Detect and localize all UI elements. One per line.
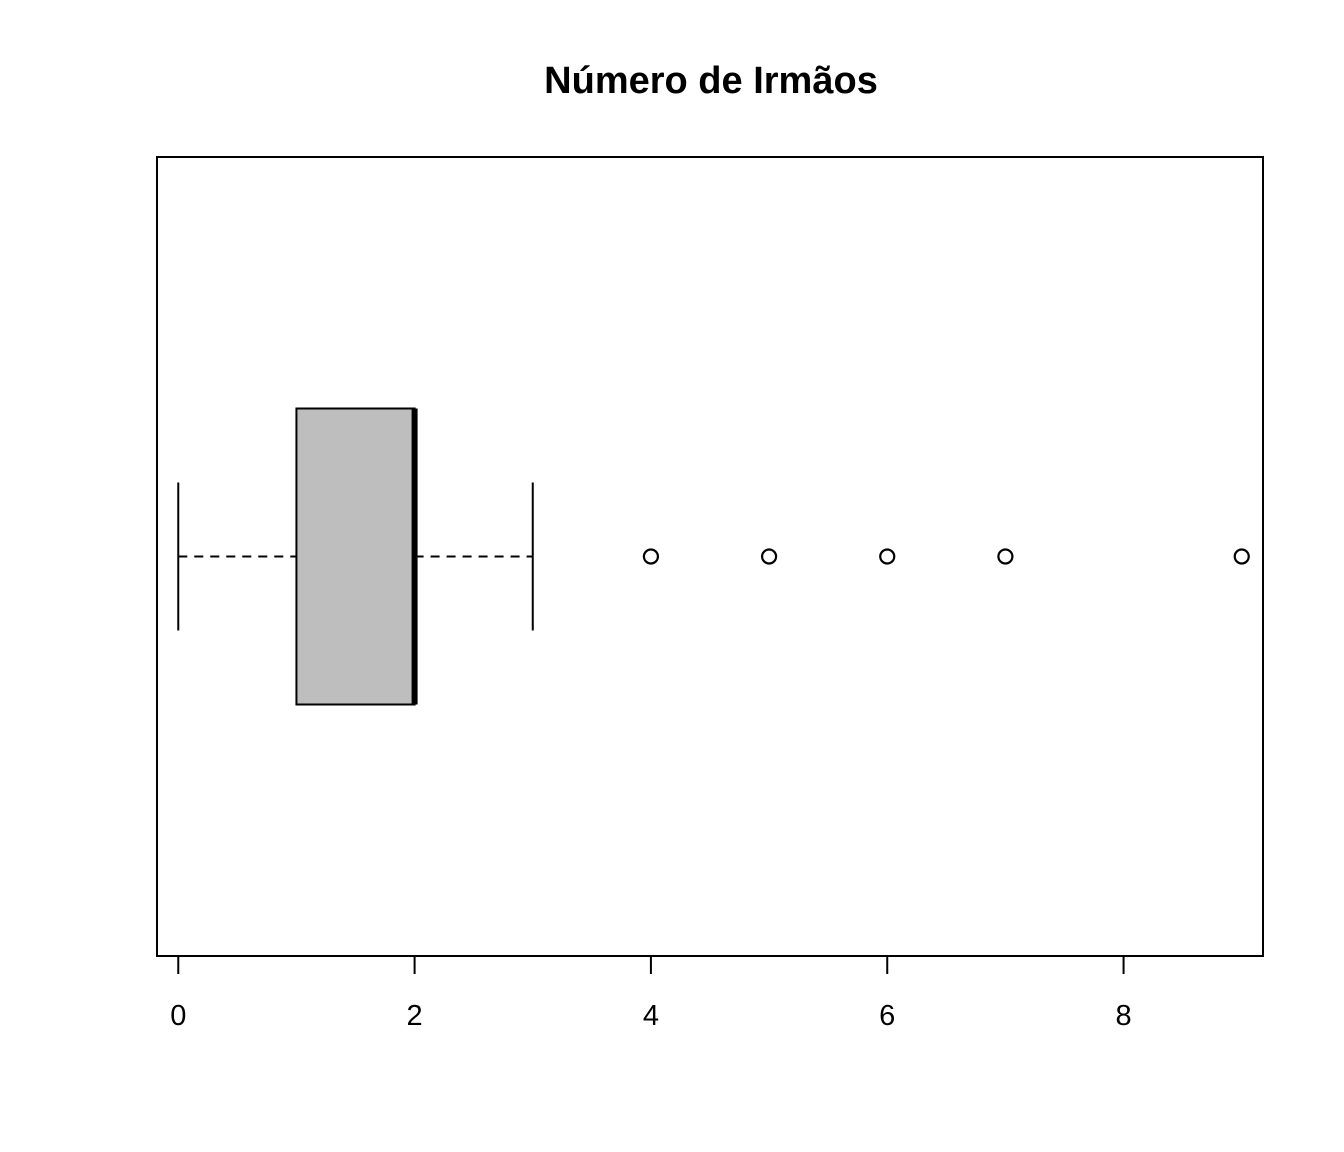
outlier-point [997,548,1014,565]
outlier-point [760,548,778,565]
x-tick-label: 6 [879,1000,895,1032]
x-tick-label: 0 [170,1000,186,1032]
x-tick-label: 8 [1115,1000,1131,1032]
outlier-point [879,548,896,565]
outlier-point [1233,548,1250,565]
chart-title: Número de Irmãos [544,60,878,102]
outlier-point [642,548,660,565]
x-tick-label: 2 [407,1000,423,1032]
iqr-box [295,407,416,706]
plot-marks [177,407,1250,706]
x-tick-label: 4 [643,1000,659,1032]
x-axis: 0 2 4 6 8 [170,955,1132,1032]
